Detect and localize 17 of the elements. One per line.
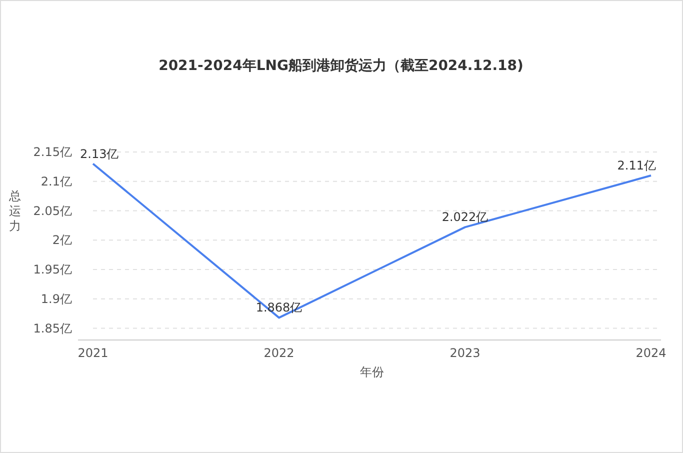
y-tick-label: 1.9亿 — [40, 292, 72, 306]
y-tick-label: 1.85亿 — [33, 321, 72, 336]
x-tick-label: 2024 — [636, 346, 666, 360]
x-tick-label: 2022 — [264, 346, 294, 360]
y-tick-label: 2.1亿 — [40, 174, 72, 188]
y-axis-title: 总运力 — [8, 189, 21, 233]
x-axis-title: 年份 — [360, 365, 384, 379]
x-tick-label: 2023 — [450, 346, 480, 360]
y-tick-label: 2.05亿 — [33, 204, 72, 218]
chart-title: 2021-2024年LNG船到港卸货运力（截至2024.12.18) — [158, 58, 524, 74]
data-label: 2.11亿 — [617, 158, 656, 172]
data-label: 2.13亿 — [80, 146, 119, 161]
y-tick-label: 2.15亿 — [33, 145, 72, 159]
data-label: 2.022亿 — [442, 210, 488, 224]
x-tick-label: 2021 — [78, 346, 108, 360]
y-tick-label: 1.95亿 — [33, 262, 72, 276]
y-tick-label: 2亿 — [52, 233, 72, 248]
